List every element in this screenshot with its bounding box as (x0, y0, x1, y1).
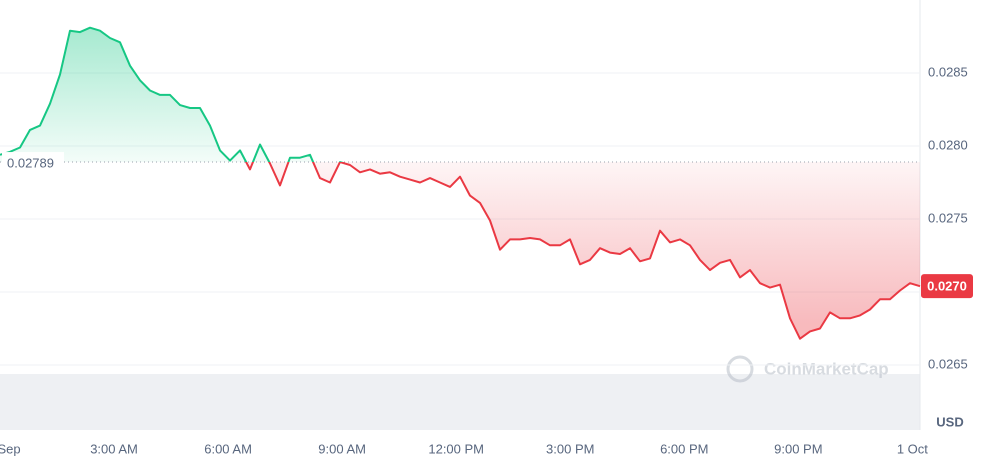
price-area (0, 27, 920, 339)
x-tick-label: 9:00 PM (774, 441, 822, 456)
x-tick-label: 6:00 AM (204, 441, 252, 456)
baseline-label: 0.02789 (7, 155, 54, 170)
x-tick-label: 3:00 PM (546, 441, 594, 456)
watermark-text: CoinMarketCap (764, 359, 889, 378)
price-line (0, 26, 921, 340)
y-tick-label: 0.0285 (928, 64, 968, 79)
x-tick-label: 3:00 AM (90, 441, 138, 456)
x-tick-label: 6:00 PM (660, 441, 708, 456)
y-tick-label: 0.0275 (928, 210, 968, 225)
x-tick-label: 1 Oct (897, 441, 928, 456)
price-tag (921, 274, 973, 299)
y-tick-label: 0.0265 (928, 356, 968, 371)
price-tag-label: 0.0270 (927, 279, 967, 294)
unit-label: USD (936, 414, 963, 429)
volume-area (0, 374, 920, 430)
y-tick-label: 0.0280 (928, 137, 968, 152)
watermark: CoinMarketCap (726, 355, 889, 383)
x-tick-label: 9:00 AM (318, 441, 366, 456)
x-tick-label: 30 Sep (0, 441, 21, 456)
x-tick-label: 12:00 PM (428, 441, 484, 456)
baseline-tag (2, 152, 64, 173)
watermark-logo (726, 355, 754, 383)
